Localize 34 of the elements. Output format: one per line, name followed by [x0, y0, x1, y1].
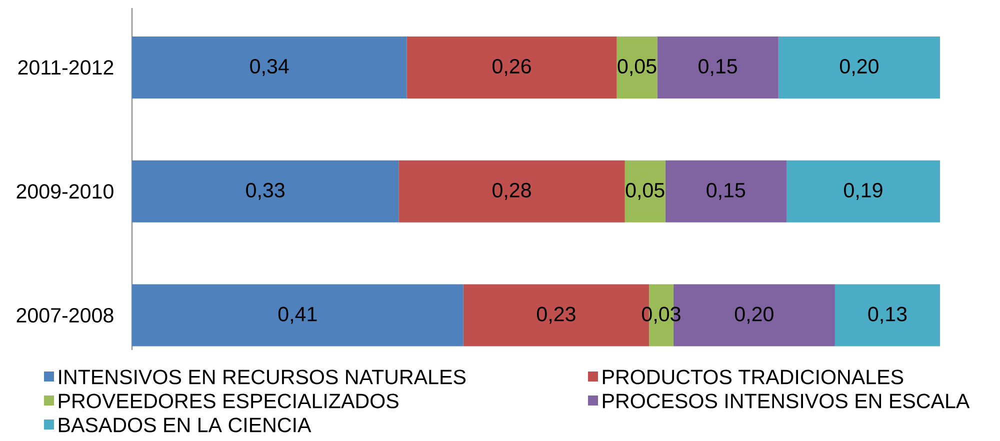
bar: [834, 284, 940, 346]
legend-label: INTENSIVOS EN RECURSOS NATURALES: [59, 370, 466, 384]
data-label: 0,28: [492, 182, 531, 200]
data-label: 0,13: [868, 306, 907, 324]
legend-label: PROCESOS INTENSIVOS EN ESCALA: [602, 394, 970, 408]
data-label: 0,41: [278, 306, 317, 324]
bar: [786, 160, 940, 222]
legend-label: PROVEEDORES ESPECIALIZADOS: [58, 394, 398, 408]
bar: [616, 36, 658, 98]
legend-label: PRODUCTOS TRADICIONALES: [602, 370, 904, 384]
y-tick-label: 2009-2010: [16, 184, 114, 199]
bar: [657, 36, 778, 98]
data-label: 0,20: [734, 306, 774, 324]
bar: [778, 36, 940, 98]
data-label: 0,26: [492, 58, 531, 76]
legend-label: BASADOS EN LA CIENCIA: [58, 418, 312, 432]
bar: [132, 284, 464, 346]
data-label: 0,23: [536, 306, 576, 324]
y-tick-label: 2007-2008: [16, 308, 114, 323]
data-label: 0,20: [840, 58, 878, 76]
bar: [406, 36, 617, 98]
bar: [132, 36, 407, 98]
data-label: 0,05: [626, 182, 664, 200]
data-label: 0,15: [706, 182, 746, 200]
bar: [132, 160, 399, 222]
y-tick-label: 2011-2012: [18, 60, 114, 75]
bar: [398, 160, 625, 222]
bar: [624, 160, 666, 222]
data-label: 0,15: [698, 58, 737, 76]
data-label: 0,05: [618, 58, 656, 76]
data-label: 0,33: [246, 182, 284, 200]
data-label: 0,34: [250, 58, 289, 76]
data-label: 0,19: [844, 182, 882, 200]
bar: [665, 160, 786, 222]
